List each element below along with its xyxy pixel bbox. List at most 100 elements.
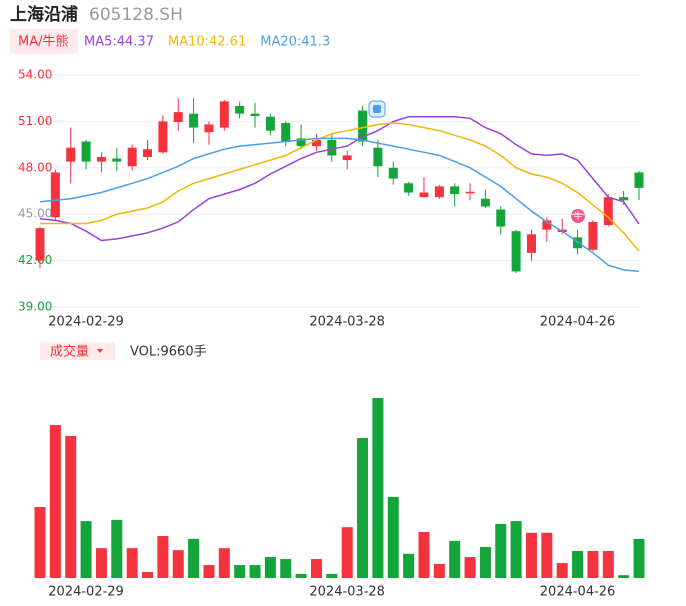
candle-body	[526, 234, 536, 253]
volume-bar	[418, 531, 430, 578]
volume-bar	[510, 521, 522, 578]
candle-body	[143, 149, 153, 157]
volume-bar	[618, 575, 630, 578]
candle-body	[204, 124, 214, 133]
volume-bar	[479, 546, 491, 578]
legend-title-box[interactable]	[10, 29, 78, 54]
candle-body	[404, 183, 414, 193]
x-tick-label: 2024-04-26	[540, 315, 616, 330]
dropdown-arrow[interactable]	[97, 349, 103, 353]
candle-body	[634, 172, 644, 188]
volume-bar	[587, 550, 599, 578]
volume-bar	[95, 548, 107, 578]
volume-bar	[372, 398, 384, 578]
volume-bar	[525, 532, 537, 578]
candle-body	[342, 155, 352, 161]
volume-bar	[433, 563, 445, 578]
volume-bar	[65, 435, 77, 578]
volume-bar	[326, 573, 338, 578]
volume-bar	[157, 536, 169, 578]
volume-bar	[572, 550, 584, 578]
y-tick-label: 39.00	[18, 300, 52, 314]
candle-body	[388, 167, 398, 179]
candle-body	[219, 101, 229, 128]
x-tick-label: 2024-03-28	[309, 585, 385, 600]
candle-body	[50, 172, 60, 218]
volume-bar	[556, 563, 568, 578]
volume-bar	[449, 540, 461, 578]
candle-body	[465, 191, 475, 194]
volume-bar	[203, 565, 215, 578]
candle-body	[480, 198, 490, 207]
volume-bar	[218, 548, 230, 578]
candle-body	[250, 113, 260, 116]
candle-body	[265, 116, 275, 131]
legend-entry: MA20:41.3	[260, 35, 330, 50]
volume-bar	[295, 573, 307, 578]
volume-bar	[49, 425, 61, 578]
volume-bar	[280, 559, 292, 578]
volume-bar	[80, 521, 92, 578]
volume-bar	[310, 559, 322, 578]
volume-bar	[249, 565, 261, 578]
volume-bar	[172, 550, 184, 578]
x-tick-label: 2024-02-29	[48, 585, 124, 600]
volume-bar	[126, 548, 138, 578]
candle-body	[158, 121, 168, 153]
volume-label: VOL:9660手	[130, 345, 207, 360]
candle-body	[35, 228, 45, 261]
candle-body	[434, 186, 444, 198]
ma-line	[39, 137, 640, 273]
legend-title[interactable]: MA/牛熊	[18, 34, 69, 50]
volume-bar	[142, 571, 154, 578]
candle-body	[419, 192, 429, 198]
volume-bar	[387, 496, 399, 578]
candle-body	[496, 209, 506, 227]
y-tick-label: 54.00	[18, 68, 52, 82]
volume-bar	[403, 553, 415, 578]
bull-icon	[571, 209, 585, 223]
candle-body	[450, 186, 460, 195]
candle-body	[127, 147, 137, 167]
volume-button-box[interactable]	[40, 342, 115, 360]
x-tick-label: 2024-02-29	[48, 315, 124, 330]
y-tick-label: 42.00	[18, 253, 52, 267]
volume-bar	[495, 523, 507, 578]
y-tick-label: 51.00	[18, 114, 52, 128]
candle-body	[96, 156, 106, 162]
volume-bar	[34, 506, 46, 578]
volume-bar	[357, 437, 369, 578]
volume-bar	[633, 539, 645, 578]
x-tick-label: 2024-03-28	[309, 315, 385, 330]
x-tick-label: 2024-04-26	[540, 585, 616, 600]
candle-body	[603, 197, 613, 226]
candle-body	[358, 110, 368, 142]
bull-annotation: 牛	[573, 211, 582, 223]
volume-button[interactable]: 成交量	[50, 344, 89, 360]
candle-body	[373, 147, 383, 167]
volume-bar	[264, 557, 276, 578]
volume-bar	[541, 532, 553, 578]
candle-body	[112, 158, 122, 162]
chart-title: 上海沿浦	[10, 4, 78, 25]
candle-body	[311, 139, 321, 147]
volume-bar	[111, 519, 123, 578]
candle-body	[235, 105, 245, 114]
ma-line	[39, 116, 640, 242]
chart-subtitle: 605128.SH	[89, 5, 183, 25]
candle-body	[296, 138, 306, 147]
candle-body	[81, 141, 91, 162]
legend-entry: MA10:42.61	[168, 35, 246, 50]
volume-bar	[464, 557, 476, 578]
volume-bar	[188, 538, 200, 578]
candle-body	[66, 147, 76, 162]
candle-body	[173, 112, 183, 123]
ma-line	[40, 122, 640, 252]
y-tick-label: 48.00	[18, 160, 52, 174]
legend-entry: MA5:44.37	[84, 35, 154, 50]
candle-body	[619, 197, 629, 201]
y-tick-label: 45.00	[18, 207, 52, 221]
volume-bar	[602, 550, 614, 578]
candle-body	[542, 220, 552, 230]
candle-body	[189, 113, 199, 128]
